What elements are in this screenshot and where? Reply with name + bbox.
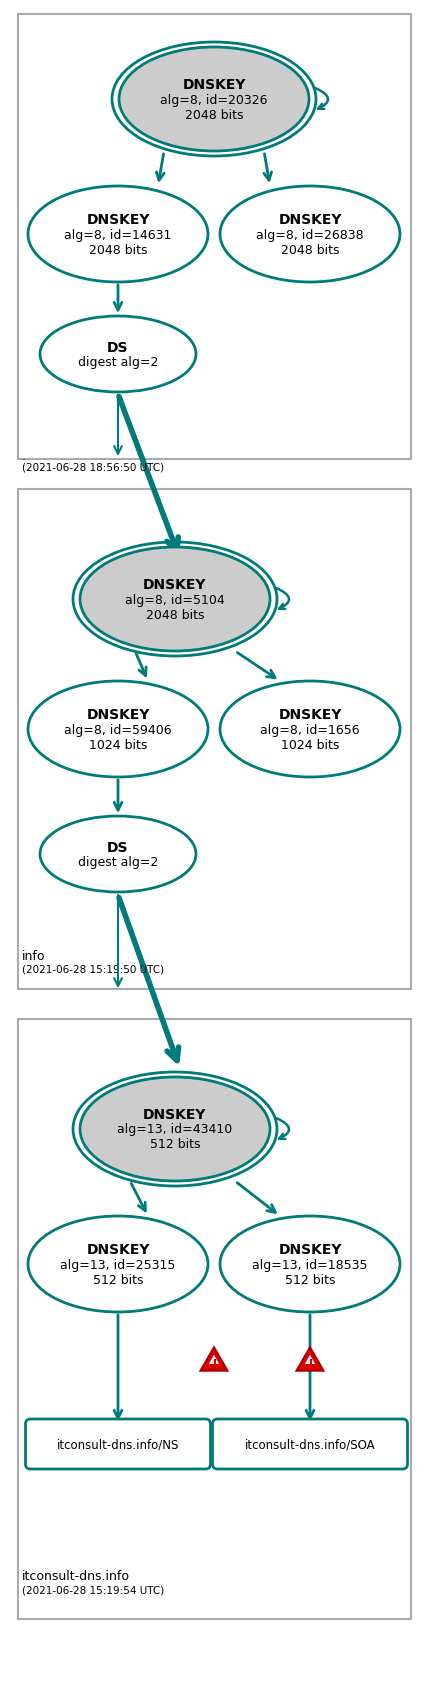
Text: itconsult-dns.info: itconsult-dns.info [22, 1569, 130, 1583]
Text: (2021-06-28 15:19:54 UTC): (2021-06-28 15:19:54 UTC) [22, 1584, 164, 1594]
Text: itconsult-dns.info/SOA: itconsult-dns.info/SOA [245, 1437, 375, 1451]
Text: DNSKEY: DNSKEY [182, 78, 246, 91]
Text: DS: DS [107, 339, 129, 355]
Bar [18, 1020, 411, 1620]
FancyArrowPatch shape [119, 397, 178, 551]
Text: 1024 bits: 1024 bits [281, 738, 339, 752]
Ellipse shape [220, 187, 400, 282]
Ellipse shape [28, 1216, 208, 1312]
Text: alg=8, id=5104: alg=8, id=5104 [125, 593, 225, 606]
Text: 2048 bits: 2048 bits [185, 108, 243, 122]
Text: DNSKEY: DNSKEY [86, 708, 150, 721]
FancyArrowPatch shape [316, 90, 328, 110]
Ellipse shape [220, 682, 400, 777]
Text: 1024 bits: 1024 bits [89, 738, 147, 752]
Ellipse shape [220, 1216, 400, 1312]
Text: !: ! [307, 1356, 313, 1370]
Text: alg=8, id=26838: alg=8, id=26838 [256, 228, 364, 242]
Text: DNSKEY: DNSKEY [278, 708, 342, 721]
Polygon shape [305, 1355, 315, 1365]
Bar [18, 15, 411, 459]
Ellipse shape [40, 816, 196, 892]
Text: alg=13, id=18535: alg=13, id=18535 [252, 1258, 368, 1270]
Text: 512 bits: 512 bits [93, 1274, 143, 1285]
Text: alg=8, id=14631: alg=8, id=14631 [64, 228, 172, 242]
Ellipse shape [119, 47, 309, 152]
Text: alg=8, id=1656: alg=8, id=1656 [260, 723, 360, 736]
Text: digest alg=2: digest alg=2 [78, 856, 158, 868]
Ellipse shape [80, 1078, 270, 1181]
Text: 512 bits: 512 bits [150, 1138, 200, 1150]
Polygon shape [200, 1348, 227, 1371]
FancyArrowPatch shape [119, 899, 178, 1061]
Ellipse shape [28, 682, 208, 777]
Text: DNSKEY: DNSKEY [278, 213, 342, 226]
Text: 512 bits: 512 bits [285, 1274, 335, 1285]
Ellipse shape [80, 547, 270, 652]
Text: 2048 bits: 2048 bits [89, 243, 147, 257]
Text: DNSKEY: DNSKEY [143, 1108, 207, 1121]
Text: itconsult-dns.info/NS: itconsult-dns.info/NS [57, 1437, 179, 1451]
FancyArrowPatch shape [277, 1118, 289, 1140]
FancyArrowPatch shape [277, 589, 289, 610]
Text: alg=8, id=20326: alg=8, id=20326 [160, 93, 268, 106]
Text: alg=8, id=59406: alg=8, id=59406 [64, 723, 172, 736]
Text: .: . [22, 449, 26, 463]
Polygon shape [209, 1355, 219, 1365]
Polygon shape [296, 1348, 323, 1371]
Text: digest alg=2: digest alg=2 [78, 356, 158, 368]
Text: DNSKEY: DNSKEY [86, 1243, 150, 1257]
Bar [18, 490, 411, 990]
Text: info: info [22, 949, 45, 963]
Text: 2048 bits: 2048 bits [146, 608, 204, 622]
Text: !: ! [211, 1356, 217, 1370]
Ellipse shape [28, 187, 208, 282]
Ellipse shape [40, 318, 196, 394]
Text: alg=13, id=43410: alg=13, id=43410 [118, 1123, 233, 1135]
Text: (2021-06-28 18:56:50 UTC): (2021-06-28 18:56:50 UTC) [22, 461, 164, 471]
Text: DNSKEY: DNSKEY [278, 1243, 342, 1257]
Text: (2021-06-28 15:19:50 UTC): (2021-06-28 15:19:50 UTC) [22, 963, 164, 973]
FancyBboxPatch shape [25, 1419, 211, 1469]
Text: alg=13, id=25315: alg=13, id=25315 [60, 1258, 176, 1270]
FancyBboxPatch shape [212, 1419, 408, 1469]
Text: DNSKEY: DNSKEY [86, 213, 150, 226]
Text: DS: DS [107, 839, 129, 855]
Text: DNSKEY: DNSKEY [143, 578, 207, 591]
Text: 2048 bits: 2048 bits [281, 243, 339, 257]
